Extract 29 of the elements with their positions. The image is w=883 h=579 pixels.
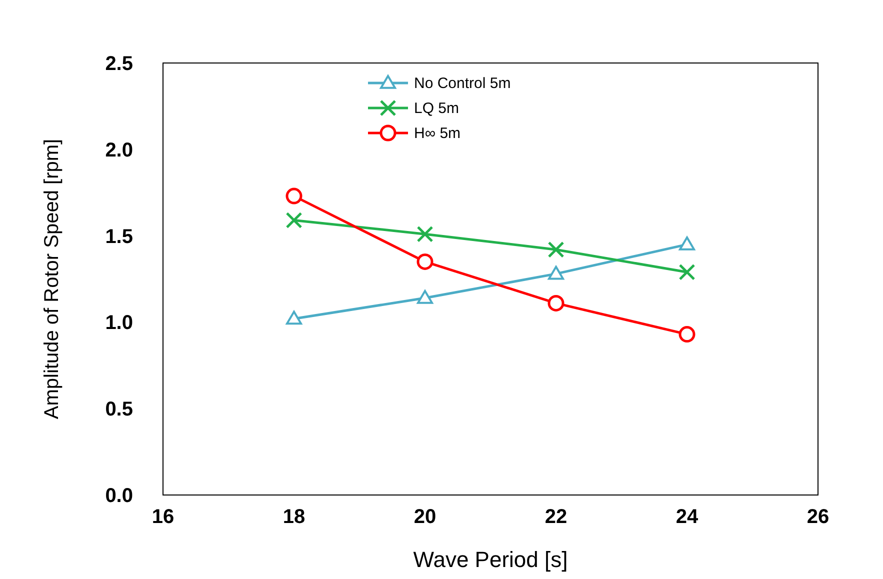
point: [548, 266, 564, 280]
x-tick-label: 20: [414, 506, 436, 528]
y-tick-label: 2.5: [105, 53, 133, 75]
legend-label: No Control 5m: [414, 75, 511, 92]
x-tick-label: 26: [806, 506, 830, 528]
x-axis-title: Wave Period [s]: [413, 547, 568, 572]
y-tick-label: 1.5: [105, 226, 133, 248]
point: [416, 253, 434, 270]
point: [548, 241, 564, 258]
point: [548, 294, 564, 312]
x-tick-label: 18: [282, 506, 306, 528]
y-tick-label: 0.5: [105, 398, 133, 421]
y-axis-title: Amplitude of Rotor Speed [rpm]: [41, 138, 63, 420]
point: [286, 188, 302, 204]
legend-label: H∞ 5m: [414, 125, 461, 142]
point: [416, 226, 434, 242]
x-tick-label: 22: [544, 506, 568, 528]
point: [286, 212, 302, 228]
x-tick-label: 24: [676, 506, 699, 528]
point: [678, 326, 696, 343]
point: [286, 310, 302, 325]
point: [678, 264, 696, 280]
point: [679, 236, 695, 250]
legend-label: LQ 5m: [414, 100, 460, 117]
point: [417, 290, 433, 304]
y-tick-label: 0.0: [105, 485, 133, 507]
y-tick-label: 1.0: [105, 312, 133, 334]
x-tick-label: 16: [152, 506, 174, 528]
y-tick-label: 2.0: [105, 139, 133, 162]
